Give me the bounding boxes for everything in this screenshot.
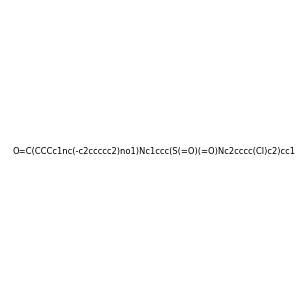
- Text: O=C(CCCc1nc(-c2ccccc2)no1)Nc1ccc(S(=O)(=O)Nc2cccc(Cl)c2)cc1: O=C(CCCc1nc(-c2ccccc2)no1)Nc1ccc(S(=O)(=…: [12, 147, 295, 156]
